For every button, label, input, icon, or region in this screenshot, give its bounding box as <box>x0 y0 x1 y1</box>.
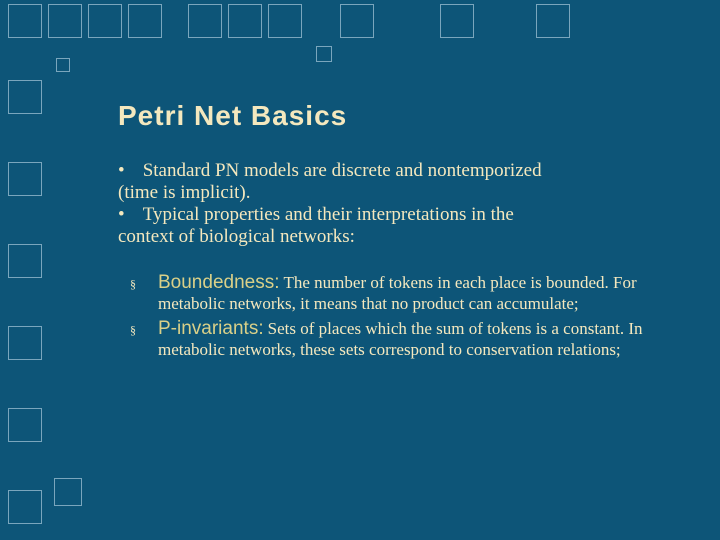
deco-square <box>340 4 374 38</box>
bullet-continuation: context of biological networks: <box>118 226 688 248</box>
deco-square <box>128 4 162 38</box>
deco-square <box>536 4 570 38</box>
deco-square <box>440 4 474 38</box>
deco-square <box>8 80 42 114</box>
deco-square <box>88 4 122 38</box>
sub-bullet-text: Boundedness: The number of tokens in eac… <box>158 272 688 314</box>
deco-square <box>54 478 82 506</box>
deco-square <box>188 4 222 38</box>
main-bullets: • Standard PN models are discrete and no… <box>118 160 688 248</box>
deco-square <box>228 4 262 38</box>
deco-square <box>56 58 70 72</box>
sub-bullets: § Boundedness: The number of tokens in e… <box>118 272 688 360</box>
deco-square <box>8 4 42 38</box>
deco-square <box>48 4 82 38</box>
bullet-text: Standard PN models are discrete and nont… <box>143 160 542 182</box>
square-marker: § <box>130 318 158 342</box>
sub-bullet-item: § Boundedness: The number of tokens in e… <box>130 272 688 314</box>
square-marker: § <box>130 272 158 296</box>
term-p-invariants: P-invariants: <box>158 318 264 339</box>
bullet-marker: • <box>118 160 143 182</box>
bullet-item: • Standard PN models are discrete and no… <box>118 160 688 182</box>
slide: Petri Net Basics • Standard PN models ar… <box>0 0 720 540</box>
sub-bullet-item: § P-invariants: Sets of places which the… <box>130 318 688 360</box>
sub-bullet-text: P-invariants: Sets of places which the s… <box>158 318 688 360</box>
deco-square <box>268 4 302 38</box>
deco-square <box>8 326 42 360</box>
deco-square <box>8 408 42 442</box>
bullet-text: Typical properties and their interpretat… <box>143 204 514 226</box>
bullet-marker: • <box>118 204 143 226</box>
bullet-continuation: (time is implicit). <box>118 182 688 204</box>
deco-square <box>8 244 42 278</box>
deco-square <box>8 490 42 524</box>
slide-title: Petri Net Basics <box>118 100 688 132</box>
bullet-item: • Typical properties and their interpret… <box>118 204 688 226</box>
term-boundedness: Boundedness: <box>158 272 280 293</box>
content-area: Petri Net Basics • Standard PN models ar… <box>118 100 688 364</box>
deco-square <box>316 46 332 62</box>
deco-square <box>8 162 42 196</box>
